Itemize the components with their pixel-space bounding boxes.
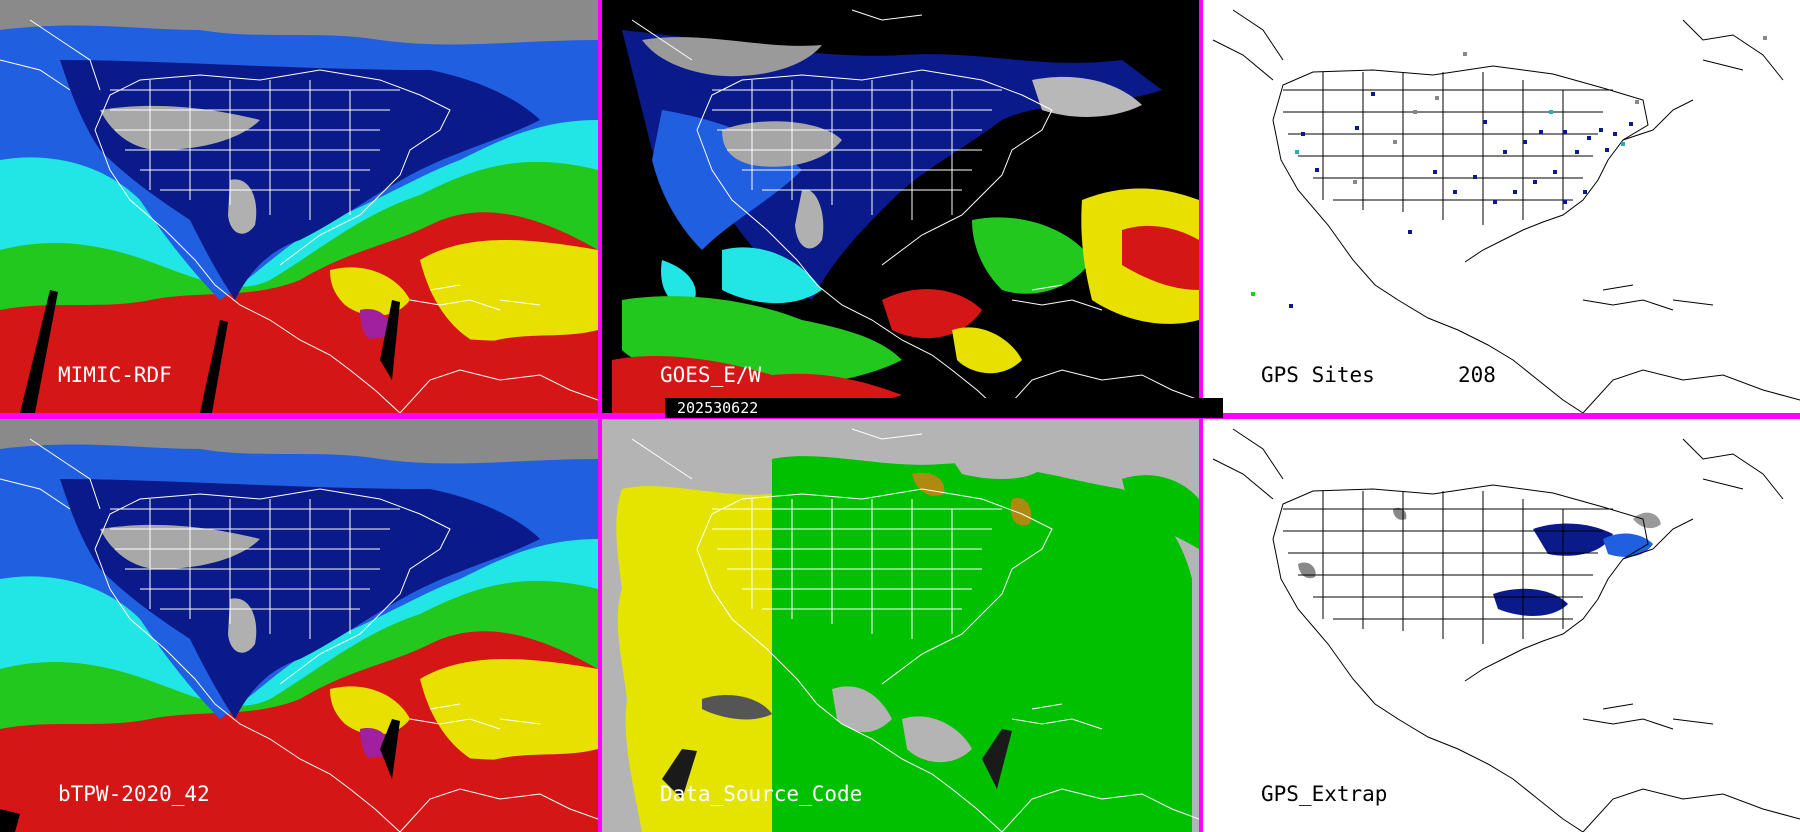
date-label: 202530622 xyxy=(677,399,759,417)
gps-extrap-label: GPS_Extrap xyxy=(1261,782,1388,806)
gps-site-markers xyxy=(1251,36,1767,308)
mimic-rdf-panel: MIMIC-RDF xyxy=(0,0,598,413)
data-source-code-label: Data_Source_Code xyxy=(660,782,863,806)
gps-extrap-panel: GPS_Extrap xyxy=(1203,419,1800,832)
goes-ew-label: GOES_E/W xyxy=(660,363,762,387)
goes-ew-map xyxy=(602,0,1199,413)
data-source-code-map xyxy=(602,419,1199,832)
gps-sites-map xyxy=(1203,0,1800,413)
btpw-map xyxy=(0,419,598,832)
gps-sites-label: GPS Sites xyxy=(1261,363,1375,387)
gps-extrap-map xyxy=(1203,419,1800,832)
gps-sites-count: 208 xyxy=(1458,363,1496,387)
mimic-rdf-label: MIMIC-RDF xyxy=(58,363,172,387)
date-strip: 202530622 xyxy=(665,398,1223,418)
gps-sites-panel: GPS Sites 208 xyxy=(1203,0,1800,413)
btpw-label: bTPW-2020_42 xyxy=(58,782,210,806)
mimic-rdf-map xyxy=(0,0,598,413)
goes-ew-panel: GOES_E/W xyxy=(602,0,1199,413)
btpw-panel: bTPW-2020_42 xyxy=(0,419,598,832)
data-source-code-panel: Data_Source_Code xyxy=(602,419,1199,832)
